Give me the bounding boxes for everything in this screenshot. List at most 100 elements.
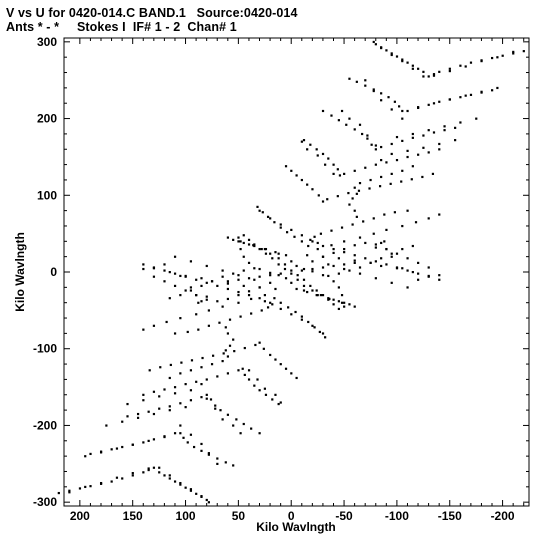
- uv-point: [417, 261, 420, 264]
- uv-point: [300, 269, 303, 272]
- uv-point-conjugate: [348, 303, 351, 306]
- uv-point: [232, 424, 235, 427]
- uv-point-conjugate: [173, 432, 177, 435]
- uv-point: [353, 261, 356, 264]
- uv-point-conjugate: [385, 263, 388, 266]
- uv-point-conjugate: [340, 109, 344, 113]
- x-tick-label: 200: [70, 509, 90, 523]
- uv-point-conjugate: [406, 149, 409, 152]
- uv-point: [242, 284, 245, 288]
- uv-point-conjugate: [343, 240, 346, 243]
- uv-point: [179, 424, 182, 427]
- uv-point: [279, 226, 282, 229]
- uv-point: [398, 105, 401, 108]
- uv-point-conjugate: [195, 492, 198, 495]
- y-tick-label: 0: [50, 265, 57, 279]
- uv-point: [105, 424, 108, 427]
- uv-point: [290, 269, 293, 272]
- uv-point: [221, 305, 224, 308]
- uv-point: [374, 148, 377, 151]
- uv-point-conjugate: [152, 466, 156, 469]
- uv-point: [469, 61, 473, 64]
- uv-point: [311, 324, 314, 327]
- uv-point: [395, 158, 399, 162]
- uv-point-conjugate: [475, 117, 478, 120]
- uv-point-conjugate: [186, 441, 189, 444]
- uv-point: [401, 247, 404, 251]
- uv-point: [263, 294, 266, 297]
- uv-point-conjugate: [390, 255, 393, 258]
- uv-point: [173, 255, 177, 258]
- uv-point: [121, 420, 124, 423]
- uv-point-conjugate: [250, 312, 253, 315]
- uv-point-conjugate: [169, 363, 172, 367]
- uv-point: [336, 195, 339, 198]
- uv-point-conjugate: [364, 257, 367, 260]
- uv-point: [228, 344, 232, 347]
- uv-point-conjugate: [163, 474, 166, 477]
- uv-point-conjugate: [158, 407, 161, 410]
- uv-point: [302, 278, 306, 281]
- uv-point: [290, 260, 293, 263]
- uv-point: [343, 247, 346, 251]
- uv-point-conjugate: [374, 260, 377, 263]
- uv-point: [237, 274, 240, 277]
- uv-point: [131, 472, 134, 475]
- uv-point: [459, 96, 462, 99]
- uv-point: [226, 287, 230, 291]
- uv-point-conjugate: [237, 369, 240, 372]
- uv-point: [163, 263, 166, 266]
- uv-point-conjugate: [247, 290, 251, 293]
- uv-point: [411, 244, 414, 248]
- uv-point-conjugate: [258, 275, 261, 278]
- uv-point-conjugate: [406, 286, 409, 289]
- plot-frame: [63, 37, 530, 507]
- uv-point-conjugate: [184, 289, 187, 292]
- uv-point-conjugate: [290, 228, 293, 232]
- uv-point: [126, 402, 129, 406]
- x-tick-label: 0: [288, 509, 295, 523]
- uv-point-conjugate: [327, 263, 330, 266]
- uv-point: [189, 369, 193, 372]
- uv-point-conjugate: [401, 117, 404, 120]
- uv-point-conjugate: [222, 352, 225, 355]
- uv-point-conjugate: [355, 215, 358, 218]
- uv-point-conjugate: [197, 328, 200, 331]
- uv-point: [395, 55, 399, 58]
- uv-point: [197, 301, 200, 304]
- uv-point-conjugate: [380, 241, 383, 245]
- uv-point-conjugate: [209, 398, 213, 401]
- uv-point: [390, 52, 393, 55]
- uv-point: [226, 332, 230, 335]
- uv-point-conjugate: [201, 356, 204, 360]
- uv-point: [332, 280, 335, 283]
- uv-point: [189, 389, 193, 392]
- uv-point: [372, 88, 375, 91]
- uv-point-conjugate: [232, 464, 235, 467]
- uv-point: [200, 366, 203, 369]
- uv-point: [232, 238, 235, 241]
- uv-point: [290, 169, 293, 172]
- uv-point: [115, 476, 119, 479]
- uv-point: [173, 392, 177, 395]
- y-tick-label: 200: [37, 112, 57, 126]
- uv-point-conjugate: [316, 154, 319, 157]
- uv-point-conjugate: [411, 165, 414, 168]
- uv-point: [321, 294, 325, 297]
- uv-point: [427, 266, 430, 269]
- uv-point: [522, 50, 525, 53]
- uv-point-conjugate: [269, 271, 272, 274]
- uv-point-conjugate: [142, 267, 145, 271]
- uv-point: [410, 178, 413, 181]
- uv-point-conjugate: [57, 491, 60, 495]
- uv-point: [332, 298, 335, 301]
- uv-point-conjugate: [390, 172, 393, 175]
- uv-point: [147, 467, 150, 470]
- uv-point: [443, 129, 446, 132]
- uv-point-conjugate: [302, 284, 306, 288]
- uv-point: [512, 52, 515, 55]
- uv-point: [321, 200, 325, 203]
- uv-point-conjugate: [226, 297, 230, 301]
- uv-point-conjugate: [237, 294, 240, 297]
- uv-point: [200, 495, 203, 498]
